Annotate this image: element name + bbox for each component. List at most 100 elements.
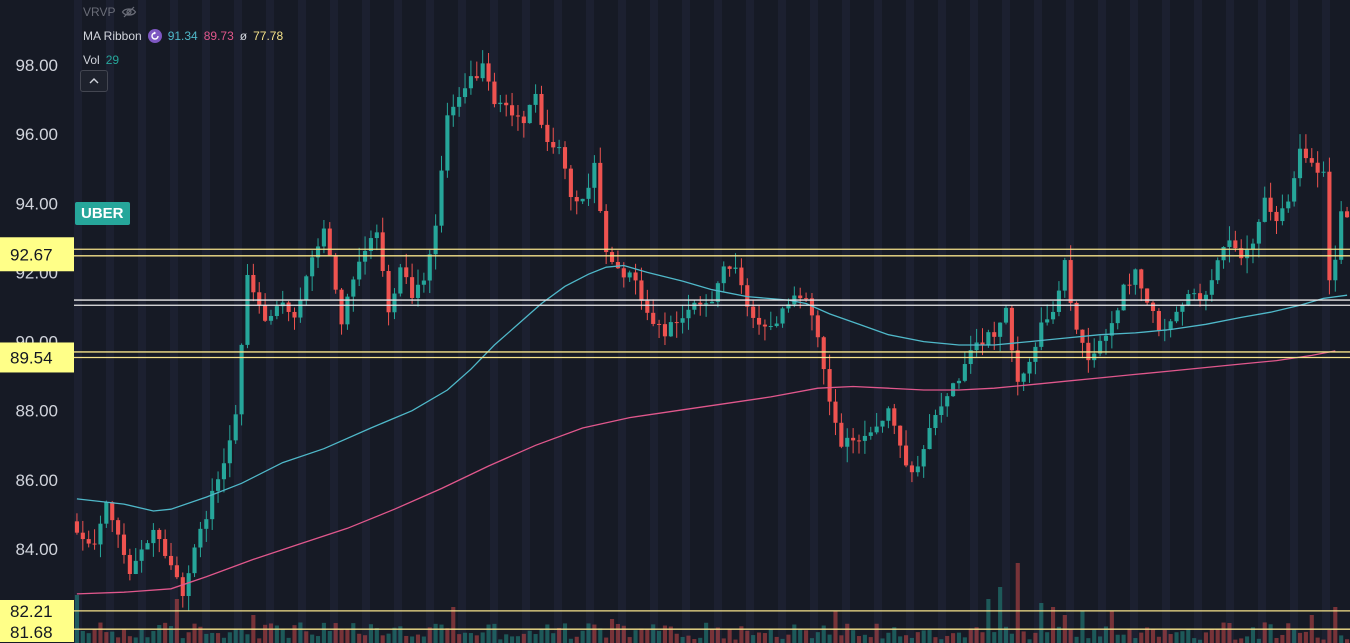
volume-bar: [1015, 563, 1020, 643]
volume-bar: [80, 630, 85, 643]
candle-body: [1021, 373, 1026, 382]
volume-bar: [621, 625, 626, 643]
candle-body: [662, 324, 668, 337]
volume-bar: [733, 639, 738, 643]
candle-body: [998, 322, 1003, 337]
bg-stripe: [682, 0, 690, 643]
vrvp-row[interactable]: VRVP: [83, 0, 283, 24]
level-price-label: 89.54: [10, 348, 53, 367]
candle-body: [321, 228, 326, 247]
candle-body: [733, 267, 738, 269]
candle-body: [786, 304, 791, 309]
volume-bar: [709, 629, 715, 643]
volume-bar: [1145, 627, 1150, 643]
candle-body: [380, 232, 385, 272]
volume-bar: [1221, 622, 1226, 643]
volume-bar: [486, 624, 491, 643]
bg-stripe: [874, 0, 882, 643]
candle-body: [486, 63, 491, 82]
volume-bar: [627, 637, 632, 643]
volume-bar: [998, 587, 1003, 643]
volume-bar: [1268, 624, 1273, 643]
volume-bar: [1009, 633, 1014, 643]
eye-hidden-icon[interactable]: [121, 4, 137, 20]
collapse-legend-button[interactable]: [80, 70, 108, 92]
volume-bar: [980, 632, 985, 643]
candle-body: [986, 332, 991, 346]
candle-body: [804, 298, 809, 300]
bg-stripe: [1034, 0, 1042, 643]
volume-bar: [1292, 628, 1297, 643]
volume-bar: [874, 623, 879, 643]
candle-body: [1050, 311, 1056, 320]
candle-body: [280, 302, 285, 307]
candle-body: [174, 565, 179, 578]
volume-bar: [1274, 637, 1279, 643]
candle-body: [216, 479, 221, 491]
candle-body: [151, 529, 156, 544]
volume-bar: [1086, 638, 1091, 643]
candle-body: [1033, 346, 1038, 362]
candle-body: [468, 76, 473, 89]
volume-bar: [939, 639, 944, 643]
vrvp-label: VRVP: [83, 5, 116, 19]
candle-body: [257, 292, 262, 306]
candle-body: [286, 302, 291, 312]
candle-body: [1139, 269, 1144, 289]
volume-bar: [745, 630, 750, 643]
volume-bar: [604, 637, 609, 643]
ma-ribbon-row[interactable]: MA Ribbon 91.34 89.73 ø 77.78: [83, 24, 283, 48]
candle-body: [657, 323, 662, 325]
candle-body: [1256, 221, 1261, 244]
bg-stripe: [970, 0, 978, 643]
candle-body: [945, 396, 950, 407]
volume-bar: [198, 626, 203, 643]
volume-bar: [715, 627, 720, 643]
volume-bar: [927, 630, 932, 643]
ma-ribbon-settings-icon[interactable]: [147, 29, 162, 43]
candle-body: [1115, 310, 1120, 324]
volume-bar: [1103, 626, 1109, 643]
bg-stripe: [1322, 0, 1330, 643]
candle-body: [921, 449, 926, 467]
bg-stripe: [394, 0, 402, 643]
volume-bar: [1074, 636, 1079, 643]
volume-bar: [1233, 639, 1238, 643]
candle-body: [210, 490, 215, 520]
candle-body: [715, 283, 720, 302]
candle-body: [116, 520, 121, 535]
candle-body: [1056, 290, 1061, 312]
volume-bar: [268, 623, 274, 643]
candle-body: [815, 315, 820, 338]
bg-stripe: [1162, 0, 1170, 643]
volume-bar: [92, 628, 97, 643]
volume-bar: [633, 630, 638, 643]
candle-body: [698, 302, 703, 305]
volume-bar: [186, 632, 191, 643]
candle-body: [1062, 260, 1067, 291]
volume-bar: [751, 635, 756, 643]
volume-bar: [239, 628, 244, 643]
volume-bar: [951, 633, 956, 643]
volume-row[interactable]: Vol 29: [83, 48, 283, 72]
volume-bar: [439, 624, 444, 643]
candle-body: [1239, 248, 1244, 259]
candle-body: [692, 302, 697, 310]
candle-body: [274, 306, 279, 317]
volume-bar: [174, 599, 179, 643]
volume-bar: [74, 595, 79, 643]
candle-body: [1197, 293, 1203, 300]
bg-stripe: [938, 0, 946, 643]
candle-body: [762, 324, 767, 327]
volume-bar: [921, 630, 926, 643]
candle-body: [1203, 294, 1208, 300]
candle-body: [568, 168, 573, 198]
volume-bar: [1315, 637, 1320, 643]
candle-body: [1009, 307, 1014, 351]
price-axis[interactable]: 98.0096.0094.0092.0090.0088.0086.0084.00…: [0, 0, 74, 643]
candle-body: [515, 115, 521, 117]
candle-body: [598, 162, 603, 212]
candle-body: [704, 303, 709, 305]
candle-body: [1250, 243, 1256, 250]
